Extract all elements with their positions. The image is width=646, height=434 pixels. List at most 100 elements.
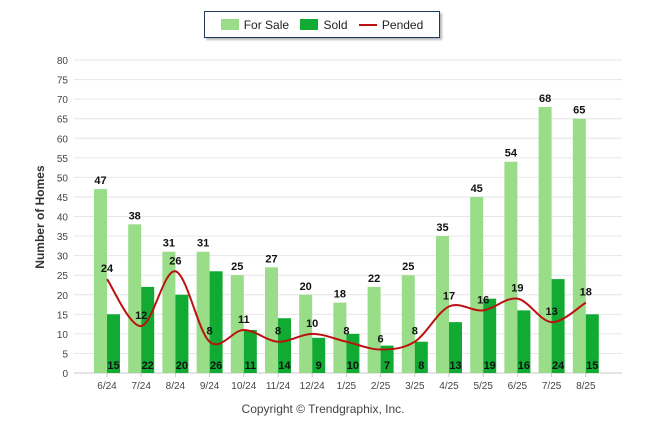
- bar-sold: [243, 329, 257, 373]
- data-label-sold: 26: [210, 360, 222, 372]
- bar-sold: [483, 298, 497, 373]
- data-label-sold: 16: [518, 360, 530, 372]
- bar-sold: [278, 318, 291, 373]
- data-label-pended: 19: [511, 283, 523, 295]
- data-label-sold: 7: [384, 360, 390, 372]
- bar-for-sale: [128, 224, 142, 373]
- y-tick-label: 25: [57, 271, 69, 282]
- legend-swatch-for-sale: [220, 19, 239, 30]
- bar-sold: [107, 314, 120, 373]
- y-axis-title: Number of Homes: [33, 165, 47, 269]
- bar-sold: [380, 345, 394, 373]
- data-label-for-sale: 35: [436, 222, 448, 234]
- x-tick-label: 11/24: [266, 381, 291, 392]
- data-label-pended: 10: [306, 318, 318, 330]
- data-label-pended: 12: [135, 310, 147, 322]
- x-tick-label: 6/25: [508, 381, 528, 392]
- data-label-pended: 13: [545, 306, 557, 318]
- legend-label-for-sale: For Sale: [243, 17, 290, 32]
- data-label-for-sale: 22: [368, 273, 380, 285]
- y-tick-label: 5: [62, 349, 68, 360]
- bars: [94, 106, 599, 373]
- data-label-for-sale: 31: [163, 238, 175, 250]
- legend-label-pended: Pended: [381, 17, 424, 32]
- y-tick-label: 80: [57, 56, 69, 67]
- y-tick-label: 0: [62, 369, 68, 380]
- y-tick-label: 75: [57, 76, 69, 87]
- x-tick-label: 8/25: [576, 381, 596, 392]
- bar-for-sale: [538, 106, 552, 373]
- bar-sold: [414, 341, 428, 373]
- data-label-sold: 19: [484, 360, 496, 372]
- bar-for-sale: [367, 286, 381, 373]
- data-label-for-sale: 18: [334, 289, 346, 301]
- bar-for-sale: [196, 251, 210, 373]
- x-tick-label: 2/25: [371, 381, 391, 392]
- x-tick-label: 3/25: [405, 381, 425, 392]
- legend: For Sale Sold Pended: [204, 11, 440, 38]
- data-label-for-sale: 20: [300, 281, 312, 293]
- bar-for-sale: [265, 267, 278, 373]
- data-label-sold: 8: [418, 360, 424, 372]
- data-label-for-sale: 25: [231, 261, 243, 273]
- bar-for-sale: [401, 275, 415, 373]
- x-tick-label: 9/24: [200, 381, 220, 392]
- data-label-pended: 16: [477, 294, 489, 306]
- y-tick-label: 60: [57, 134, 69, 145]
- data-labels: 47 15 38 22 31 20 31 26 25 11 27 14 20 9 18 10 22 7 25 8 35 1…: [94, 93, 598, 372]
- x-tick-label: 7/25: [542, 381, 562, 392]
- bar-for-sale: [162, 251, 176, 373]
- data-label-pended: 8: [412, 326, 418, 338]
- y-tick-label: 45: [57, 193, 69, 204]
- y-tick-label: 40: [57, 213, 69, 224]
- bar-for-sale: [470, 196, 484, 373]
- data-label-for-sale: 65: [573, 105, 585, 117]
- data-label-sold: 15: [107, 360, 119, 372]
- data-label-for-sale: 68: [539, 93, 551, 105]
- data-label-pended: 6: [378, 334, 384, 346]
- bar-sold: [517, 310, 531, 373]
- x-tick-label: 6/24: [97, 381, 117, 392]
- data-label-pended: 26: [169, 255, 181, 267]
- data-label-pended: 8: [275, 326, 281, 338]
- legend-line-pended: [358, 23, 377, 26]
- bar-for-sale: [230, 275, 244, 373]
- legend-item-for-sale[interactable]: For Sale: [220, 17, 290, 32]
- data-label-for-sale: 47: [94, 175, 106, 187]
- data-label-pended: 17: [443, 290, 455, 302]
- data-label-for-sale: 54: [505, 148, 518, 160]
- data-label-for-sale: 25: [402, 261, 414, 273]
- legend-label-sold: Sold: [323, 17, 348, 32]
- data-label-pended: 24: [101, 263, 114, 275]
- data-label-pended: 18: [580, 287, 592, 299]
- data-label-for-sale: 45: [471, 183, 483, 195]
- bar-sold: [551, 279, 565, 373]
- data-label-sold: 15: [586, 360, 598, 372]
- x-tick-label: 1/25: [337, 381, 357, 392]
- y-tick-label: 65: [57, 115, 69, 126]
- data-label-pended: 8: [343, 326, 349, 338]
- y-tick-label: 10: [57, 330, 69, 341]
- y-tick-label: 50: [57, 173, 69, 184]
- data-label-pended: 11: [238, 314, 250, 326]
- data-label-sold: 9: [316, 360, 322, 372]
- line-pended: [106, 270, 587, 351]
- legend-item-sold[interactable]: Sold: [300, 17, 348, 32]
- x-tick-label: 12/24: [300, 381, 325, 392]
- bar-sold: [312, 337, 326, 373]
- y-tick-label: 30: [57, 252, 69, 263]
- bar-for-sale: [333, 302, 347, 373]
- data-label-sold: 20: [176, 360, 188, 372]
- bar-for-sale: [436, 236, 449, 373]
- y-tick-label: 35: [57, 232, 69, 243]
- legend-swatch-sold: [300, 19, 319, 30]
- legend-item-pended[interactable]: Pended: [358, 17, 424, 32]
- x-tick-label: 4/25: [439, 381, 459, 392]
- data-label-sold: 24: [552, 360, 565, 372]
- y-tick-label: 70: [57, 95, 69, 106]
- bar-sold: [449, 322, 462, 373]
- data-label-for-sale: 27: [265, 253, 277, 265]
- data-label-sold: 11: [244, 360, 256, 372]
- bar-for-sale: [94, 189, 107, 373]
